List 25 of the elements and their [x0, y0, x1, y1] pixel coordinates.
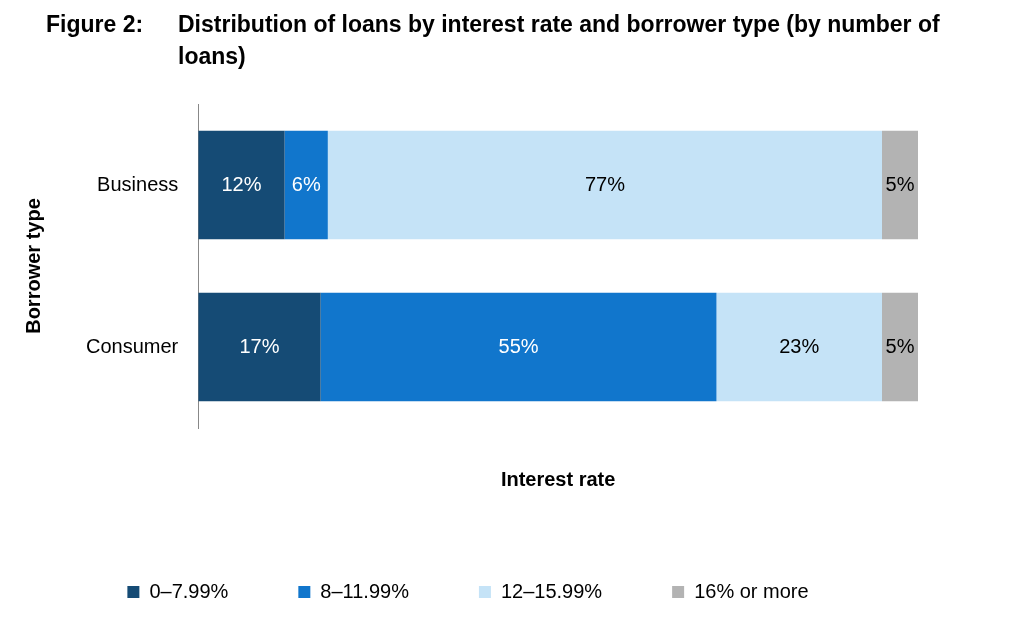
- bar: [320, 292, 717, 402]
- data-label: 55%: [498, 334, 539, 357]
- legend-label: 16% or more: [694, 579, 809, 602]
- y-tick-label: Business: [97, 172, 179, 195]
- legend-label: 0–7.99%: [149, 579, 229, 602]
- chart-title: Figure 2: Distribution of loans by interest rate and borrower type (by number of loans): [46, 11, 940, 69]
- bar: [284, 130, 328, 240]
- legend-label: 12–15.99%: [500, 579, 603, 602]
- x-axis-title: Interest rate: [500, 467, 616, 490]
- bar: [198, 130, 285, 240]
- data-label: 77%: [584, 172, 626, 195]
- bar: [198, 292, 321, 402]
- legend-label: 8–11.99%: [320, 579, 410, 602]
- data-label: 5%: [885, 172, 915, 195]
- data-label: 5%: [885, 334, 915, 357]
- data-label: 17%: [239, 334, 280, 357]
- y-axis-title: Borrower type: [21, 198, 44, 334]
- bar: [716, 292, 883, 402]
- y-tick-label: Consumer: [85, 334, 179, 357]
- data-label: 6%: [291, 172, 321, 195]
- bar: [882, 292, 918, 402]
- data-label: 23%: [779, 334, 820, 357]
- bar: [882, 130, 918, 240]
- data-label: 12%: [221, 172, 262, 195]
- bar: [327, 130, 883, 240]
